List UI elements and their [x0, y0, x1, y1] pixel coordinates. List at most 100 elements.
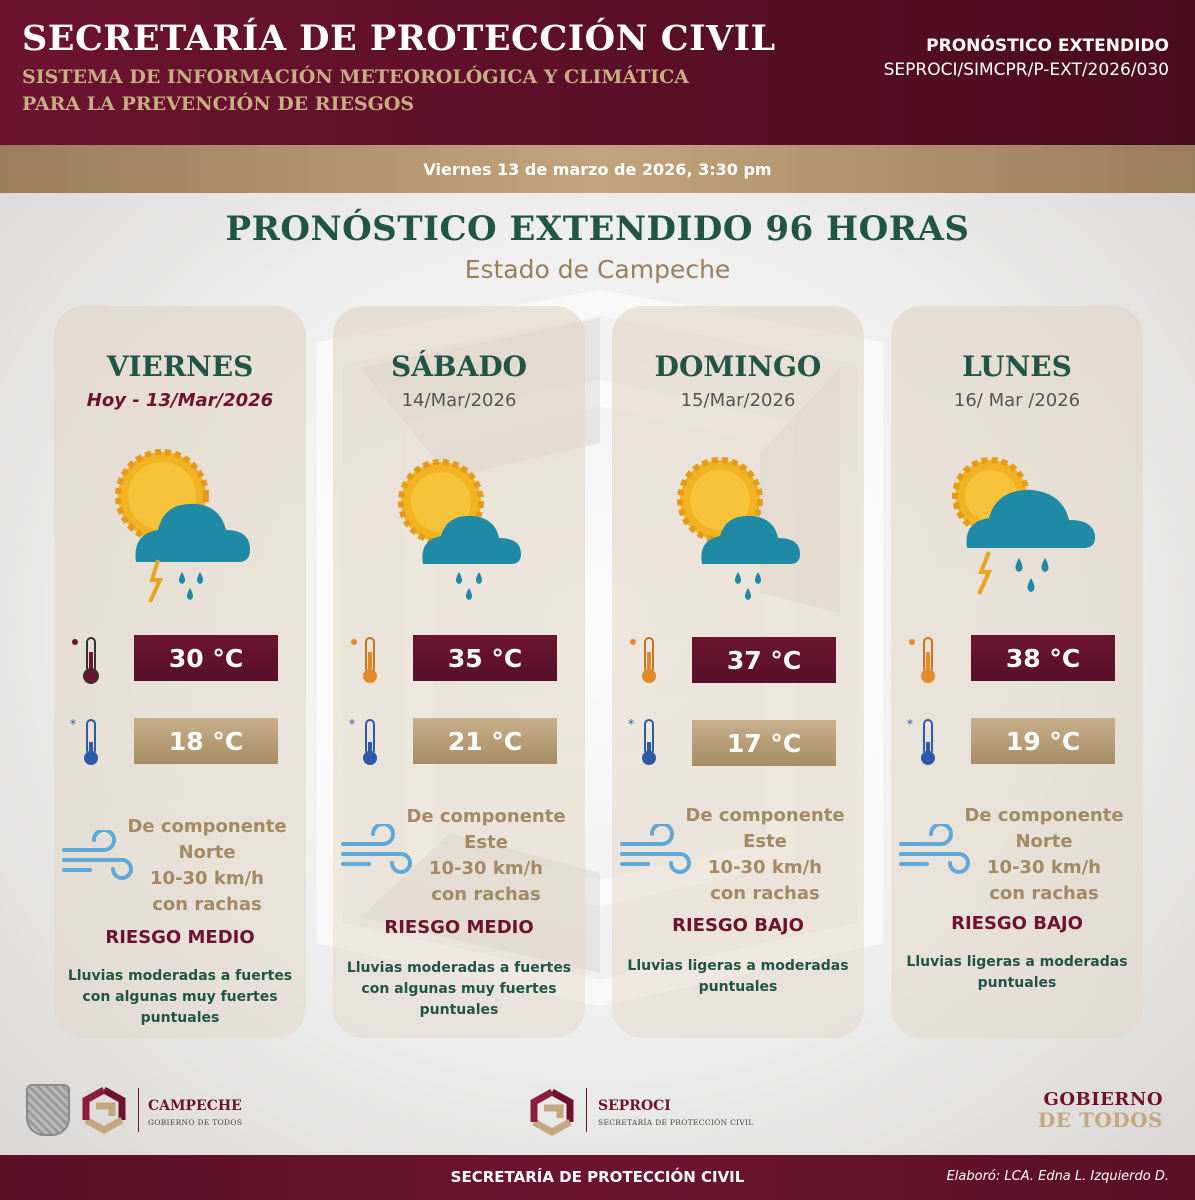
wind-speed: 10-30 km/h — [987, 857, 1101, 878]
day-card-lunes: LUNES 16/ Mar /2026 38 °C * 19 °C — [891, 306, 1143, 1038]
sun-cloud-rain-icon — [677, 457, 800, 600]
report-type: PRONÓSTICO EXTENDIDO — [926, 36, 1169, 56]
day-card-viernes: VIERNES Hoy - 13/Mar/2026 30 °C * 18 — [54, 306, 306, 1038]
rain-line: puntuales — [977, 975, 1057, 991]
seproci-name: SEPROCI — [598, 1098, 671, 1114]
sun-cloud-rain-lightning-icon — [115, 449, 250, 603]
system-subtitle-line1: SISTEMA DE INFORMACIÓN METEOROLÓGICA Y C… — [22, 66, 690, 88]
system-subtitle: SISTEMA DE INFORMACIÓN METEOROLÓGICA Y C… — [22, 64, 782, 118]
logo-divider — [586, 1088, 587, 1132]
knot-emblem-icon — [82, 1086, 126, 1135]
min-temperature: 21 °C — [413, 718, 557, 764]
max-temperature: 35 °C — [413, 635, 557, 681]
wind-line: De componente — [127, 816, 287, 837]
thermometer-hot-icon — [909, 637, 935, 683]
risk-level: RIESGO BAJO — [672, 915, 804, 936]
day-name: SÁBADO — [390, 350, 527, 383]
thermometer-hot-icon — [72, 637, 99, 684]
wind-line: con rachas — [710, 883, 820, 904]
thermometer-hot-icon — [351, 637, 377, 683]
wind-speed: 10-30 km/h — [150, 868, 264, 889]
wind-line: De componente — [964, 805, 1124, 826]
wind-line: De componente — [685, 805, 845, 826]
day-date: 16/ Mar /2026 — [953, 390, 1081, 411]
logo-divider — [138, 1088, 139, 1132]
rain-description: Lluvias moderadas a fuertes con algunas … — [339, 958, 579, 1021]
wind-direction: Este — [743, 831, 787, 852]
wind-line: con rachas — [152, 894, 262, 915]
footer-credit: Elaboró: LCA. Edna L. Izquierdo D. — [946, 1169, 1169, 1184]
rain-line: Lluvias moderadas a fuertes — [67, 968, 293, 984]
day-date: Hoy - 13/Mar/2026 — [86, 390, 274, 411]
wind-icon — [62, 830, 133, 880]
risk-level: RIESGO MEDIO — [384, 917, 534, 938]
rain-description: Lluvias ligeras a moderadas puntuales — [618, 956, 858, 998]
svg-text:*: * — [628, 717, 634, 731]
wind-description: De componente Norte 10-30 km/h con racha… — [116, 814, 298, 918]
max-temperature: 38 °C — [971, 635, 1115, 681]
rain-line: puntuales — [419, 1002, 499, 1018]
wind-line: con rachas — [989, 883, 1099, 904]
min-temperature: 18 °C — [134, 718, 278, 764]
sun-cloud-rain-lightning-icon — [952, 457, 1095, 595]
day-name: VIERNES — [106, 350, 254, 383]
rain-line: puntuales — [698, 979, 778, 995]
footer-agency: SECRETARÍA DE PROTECCIÓN CIVIL — [450, 1168, 745, 1186]
forecast-panel: PRONÓSTICO EXTENDIDO 96 HORAS Estado de … — [0, 193, 1195, 1155]
report-code: SEPROCI/SIMCPR/P-EXT/2026/030 — [883, 60, 1169, 80]
gobierno-line1: GOBIERNO — [1043, 1089, 1163, 1110]
wind-description: De componente Este 10-30 km/h con rachas — [674, 803, 856, 907]
min-temperature: 19 °C — [971, 718, 1115, 764]
report-info: PRONÓSTICO EXTENDIDO SEPROCI/SIMCPR/P-EX… — [884, 34, 1169, 82]
forecast-state: Estado de Campeche — [464, 255, 731, 284]
risk-level: RIESGO BAJO — [951, 913, 1083, 934]
rain-line: con algunas muy fuertes — [82, 989, 278, 1005]
rain-description: Lluvias ligeras a moderadas puntuales — [897, 952, 1137, 994]
wind-icon — [341, 824, 412, 874]
gobierno-de-todos-logo: GOBIERNO DE TODOS — [1037, 1089, 1163, 1132]
logo-bar: CAMPECHE GOBIERNO DE TODOS SEPROCI SECRE… — [0, 1062, 1195, 1150]
day-name: LUNES — [962, 350, 1072, 383]
wind-direction: Este — [464, 832, 508, 853]
system-subtitle-line2: PARA LA PREVENCIÓN DE RIESGOS — [22, 93, 415, 115]
day-card-sabado: SÁBADO 14/Mar/2026 35 °C * 21 °C — [333, 306, 585, 1038]
max-temperature: 30 °C — [134, 635, 278, 681]
wind-direction: Norte — [1015, 831, 1073, 852]
footer: SECRETARÍA DE PROTECCIÓN CIVIL Elaboró: … — [0, 1155, 1195, 1200]
thermometer-cold-icon: * — [628, 717, 656, 765]
svg-text:*: * — [349, 717, 355, 731]
campeche-name: CAMPECHE — [148, 1098, 242, 1114]
wind-icon — [620, 824, 691, 874]
risk-level: RIESGO MEDIO — [105, 927, 255, 948]
thermometer-cold-icon: * — [70, 717, 98, 765]
wind-line: De componente — [406, 806, 566, 827]
gobierno-line2: DE TODOS — [1037, 1108, 1163, 1132]
wind-description: De componente Norte 10-30 km/h con racha… — [953, 803, 1135, 907]
knot-emblem-icon — [530, 1088, 574, 1137]
seproci-logo: SEPROCI SECRETARÍA DE PROTECCIÓN CIVIL — [526, 1084, 766, 1140]
day-card-domingo: DOMINGO 15/Mar/2026 37 °C * 17 °C — [612, 306, 864, 1038]
wind-speed: 10-30 km/h — [429, 858, 543, 879]
wind-speed: 10-30 km/h — [708, 857, 822, 878]
rain-line: Lluvias ligeras a moderadas — [627, 958, 849, 974]
seproci-tagline: SECRETARÍA DE PROTECCIÓN CIVIL — [598, 1118, 754, 1127]
wind-description: De componente Este 10-30 km/h con rachas — [395, 804, 577, 908]
thermometer-cold-icon: * — [907, 717, 935, 765]
rain-line: puntuales — [140, 1010, 220, 1026]
rain-line: con algunas muy fuertes — [361, 981, 557, 997]
day-date: 14/Mar/2026 — [401, 390, 517, 411]
rain-line: Lluvias ligeras a moderadas — [906, 954, 1128, 970]
wind-line: con rachas — [431, 884, 541, 905]
day-date: 15/Mar/2026 — [680, 390, 796, 411]
rain-description: Lluvias moderadas a fuertes con algunas … — [60, 966, 300, 1029]
forecast-title: PRONÓSTICO EXTENDIDO 96 HORAS — [225, 209, 970, 249]
campeche-tagline: GOBIERNO DE TODOS — [148, 1118, 243, 1127]
svg-text:*: * — [907, 717, 913, 731]
header: SECRETARÍA DE PROTECCIÓN CIVIL SISTEMA D… — [0, 0, 1195, 145]
svg-text:*: * — [70, 717, 76, 731]
rain-line: Lluvias moderadas a fuertes — [346, 960, 572, 976]
max-temperature: 37 °C — [692, 637, 836, 683]
wind-direction: Norte — [178, 842, 236, 863]
coat-of-arms-icon — [26, 1084, 70, 1136]
sun-cloud-rain-icon — [398, 459, 521, 600]
